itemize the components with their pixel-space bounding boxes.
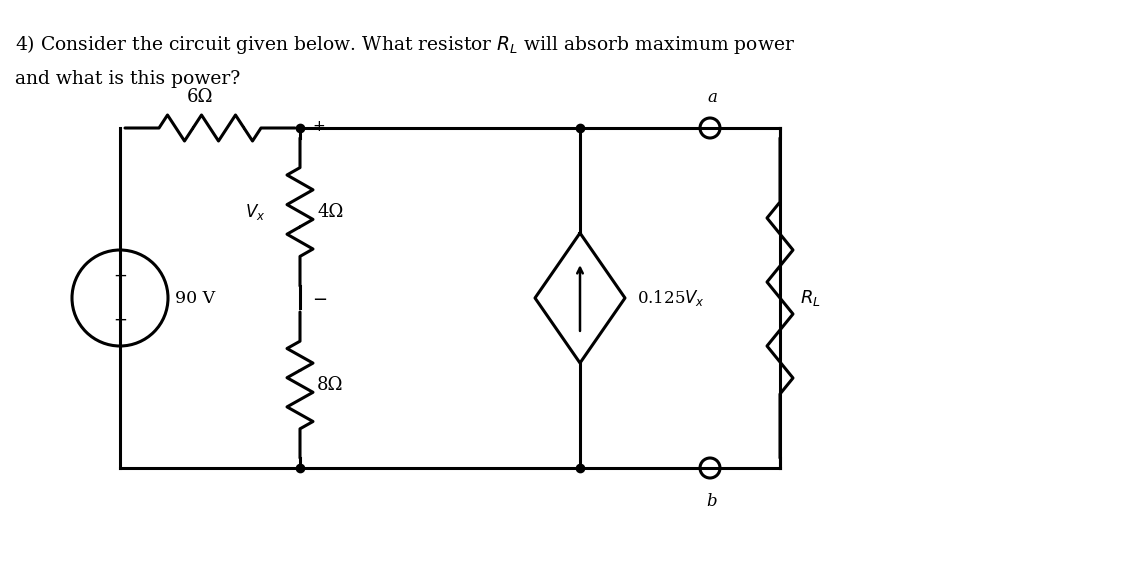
Text: +: + bbox=[113, 268, 127, 285]
Text: 0.125$V_x$: 0.125$V_x$ bbox=[637, 288, 705, 308]
Text: 6Ω: 6Ω bbox=[187, 88, 213, 106]
Text: −: − bbox=[113, 310, 127, 329]
Text: $R_L$: $R_L$ bbox=[799, 288, 821, 308]
Text: 4) Consider the circuit given below. What resistor $R_L$ will absorb maximum pow: 4) Consider the circuit given below. Wha… bbox=[15, 33, 795, 56]
Text: 8Ω: 8Ω bbox=[318, 376, 343, 394]
Text: 90 V: 90 V bbox=[175, 289, 215, 306]
Text: b: b bbox=[707, 493, 717, 510]
Text: 4Ω: 4Ω bbox=[318, 203, 343, 221]
Text: $V_x$: $V_x$ bbox=[245, 202, 266, 222]
Text: and what is this power?: and what is this power? bbox=[15, 70, 240, 88]
Text: +: + bbox=[312, 119, 324, 134]
Text: −: − bbox=[312, 291, 328, 309]
Text: a: a bbox=[707, 89, 717, 106]
